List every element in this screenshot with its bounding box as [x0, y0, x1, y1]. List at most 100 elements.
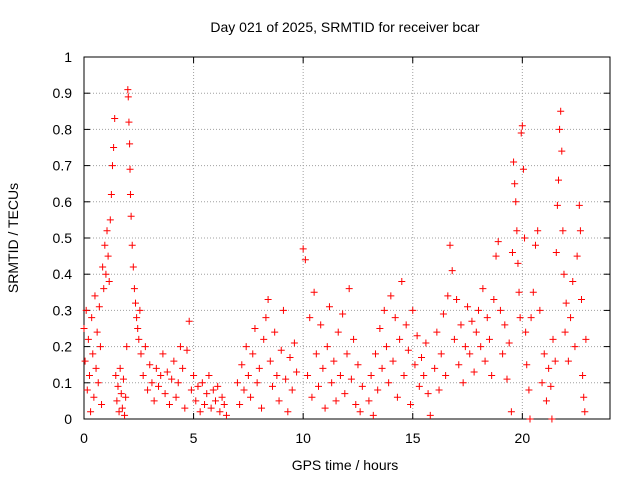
data-point [308, 393, 316, 401]
data-point [415, 382, 423, 390]
data-point [475, 306, 482, 314]
y-tick-label: 0.7 [53, 158, 73, 174]
data-point [150, 397, 158, 405]
data-point [98, 401, 106, 409]
data-point [112, 372, 120, 380]
data-point [387, 292, 395, 300]
data-point [183, 346, 191, 354]
data-point [576, 227, 584, 235]
data-point [129, 263, 137, 271]
data-point [514, 259, 522, 267]
data-point [288, 386, 296, 394]
x-tick-label: 0 [80, 430, 88, 446]
x-tick-label: 10 [295, 430, 311, 446]
data-point [542, 397, 550, 405]
data-point [275, 397, 283, 405]
data-point [293, 368, 301, 376]
data-point [516, 314, 524, 322]
data-point [557, 107, 565, 115]
data-point [512, 198, 520, 206]
data-point [126, 165, 134, 173]
y-tick-label: 0.6 [53, 194, 73, 210]
data-point [118, 404, 126, 412]
data-point [418, 353, 426, 361]
data-point [165, 401, 173, 409]
data-point [130, 285, 138, 293]
data-point [553, 201, 561, 209]
data-point [582, 335, 590, 343]
data-point [315, 382, 323, 390]
data-point [107, 191, 115, 199]
data-point [155, 382, 163, 390]
data-point [569, 277, 577, 285]
data-point [345, 285, 353, 293]
data-point [444, 292, 452, 300]
data-point [247, 393, 255, 401]
data-point [91, 292, 99, 300]
data-point [376, 325, 384, 332]
data-point [562, 299, 570, 307]
data-point [80, 325, 88, 332]
data-point [117, 390, 125, 398]
data-point [522, 328, 530, 336]
data-point [336, 372, 344, 380]
data-point [220, 401, 228, 409]
data-point [212, 397, 219, 405]
data-point [301, 256, 309, 264]
x-axis-label: GPS time / hours [292, 457, 399, 473]
data-point [391, 314, 399, 322]
data-point [323, 343, 331, 351]
data-point [312, 350, 320, 358]
data-point [222, 411, 230, 419]
data-point [529, 288, 537, 296]
data-point [123, 343, 131, 351]
data-point [420, 372, 428, 380]
data-point [470, 368, 478, 376]
data-point [536, 306, 544, 314]
data-point [146, 361, 154, 369]
data-point [341, 390, 349, 398]
data-point [371, 350, 379, 358]
data-point [552, 248, 560, 256]
data-point [558, 147, 566, 155]
data-point [134, 325, 142, 332]
data-point [264, 296, 272, 304]
data-point [515, 288, 523, 296]
data-point [464, 303, 472, 311]
data-point [152, 364, 160, 372]
data-point [547, 382, 555, 390]
data-point [218, 393, 226, 401]
data-point [534, 227, 542, 235]
data-point [126, 140, 134, 148]
data-point [396, 335, 404, 343]
data-point [350, 335, 358, 343]
y-tick-label: 0.9 [53, 85, 73, 101]
data-point [347, 375, 355, 383]
data-point [325, 303, 333, 311]
data-point [378, 364, 386, 372]
data-point [479, 285, 487, 293]
data-point [132, 299, 140, 307]
data-point [128, 241, 136, 249]
data-point [435, 386, 443, 394]
data-point [251, 325, 259, 332]
data-point [105, 277, 113, 285]
data-point [279, 306, 287, 314]
data-point [393, 393, 401, 401]
x-tick-label: 15 [405, 430, 421, 446]
data-point [110, 144, 118, 151]
data-point [551, 357, 559, 365]
data-point [157, 372, 165, 380]
x-tick-label: 5 [190, 430, 198, 446]
data-point [459, 379, 467, 387]
data-point [262, 314, 270, 322]
data-point [446, 241, 454, 249]
data-point [163, 368, 171, 376]
data-point [185, 317, 193, 325]
data-point [404, 346, 412, 354]
y-tick-label: 0.2 [53, 339, 73, 355]
data-point [503, 375, 511, 383]
data-point [494, 238, 502, 246]
data-point [328, 379, 336, 387]
data-point [103, 227, 111, 235]
